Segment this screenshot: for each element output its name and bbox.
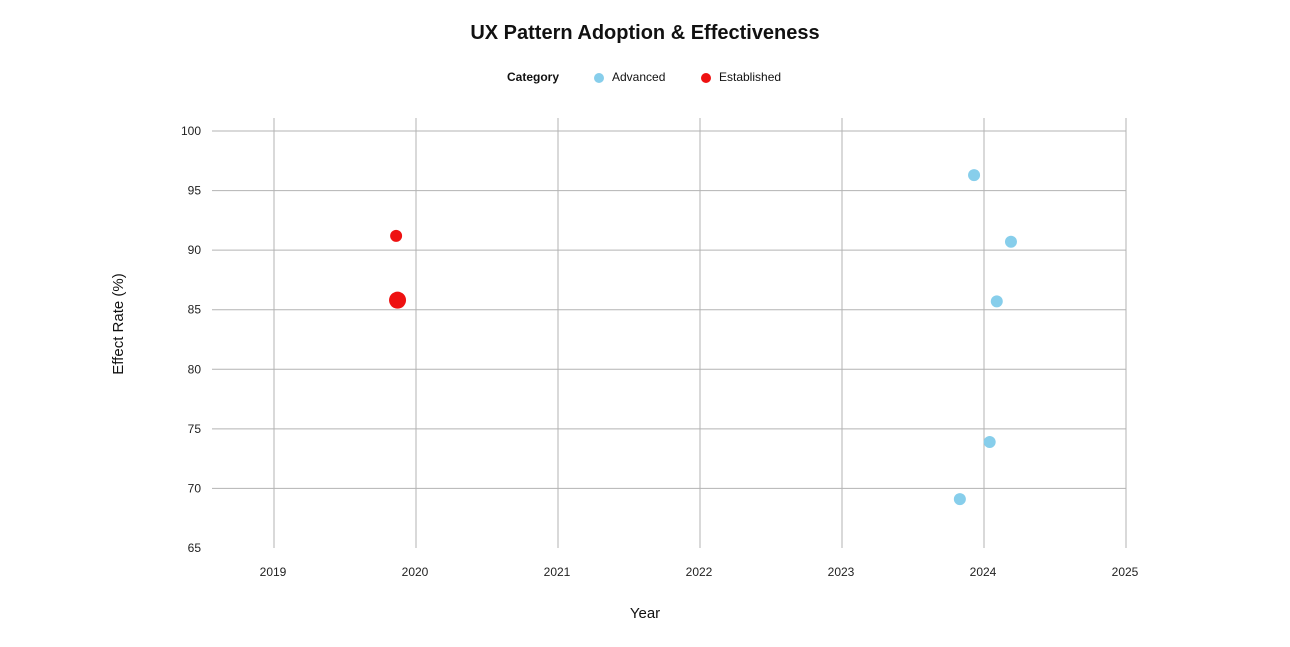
legend-label-established: Established — [719, 70, 782, 84]
data-point-advanced — [983, 435, 996, 448]
legend-title: Category — [507, 70, 560, 84]
x-tick-label: 2024 — [970, 565, 997, 579]
y-tick-label: 80 — [188, 362, 202, 376]
legend-marker-established — [701, 73, 711, 83]
data-point-advanced — [1004, 235, 1017, 248]
data-point-advanced — [990, 295, 1003, 308]
x-tick-label: 2021 — [544, 565, 571, 579]
y-tick-label: 100 — [181, 124, 201, 138]
y-axis-title: Effect Rate (%) — [110, 273, 127, 374]
y-tick-label: 95 — [188, 184, 202, 198]
y-tick-label: 85 — [188, 303, 202, 317]
data-point-established — [390, 229, 403, 242]
y-tick-label: 90 — [188, 243, 202, 257]
x-tick-label: 2023 — [828, 565, 855, 579]
y-tick-label: 65 — [188, 541, 202, 555]
data-point-advanced — [953, 493, 966, 506]
x-tick-label: 2020 — [402, 565, 429, 579]
x-tick-label: 2019 — [260, 565, 287, 579]
x-tick-label: 2025 — [1112, 565, 1139, 579]
legend-label-advanced: Advanced — [612, 70, 666, 84]
chart-title: UX Pattern Adoption & Effectiveness — [470, 22, 820, 44]
data-point-established — [389, 291, 407, 309]
y-tick-label: 70 — [188, 481, 202, 495]
y-tick-label: 75 — [188, 422, 202, 436]
legend: Category Advanced Established — [0, 70, 1290, 86]
x-axis-title: Year — [630, 605, 660, 622]
x-tick-label: 2022 — [686, 565, 713, 579]
data-point-advanced — [968, 169, 981, 182]
legend-marker-advanced — [594, 73, 604, 83]
